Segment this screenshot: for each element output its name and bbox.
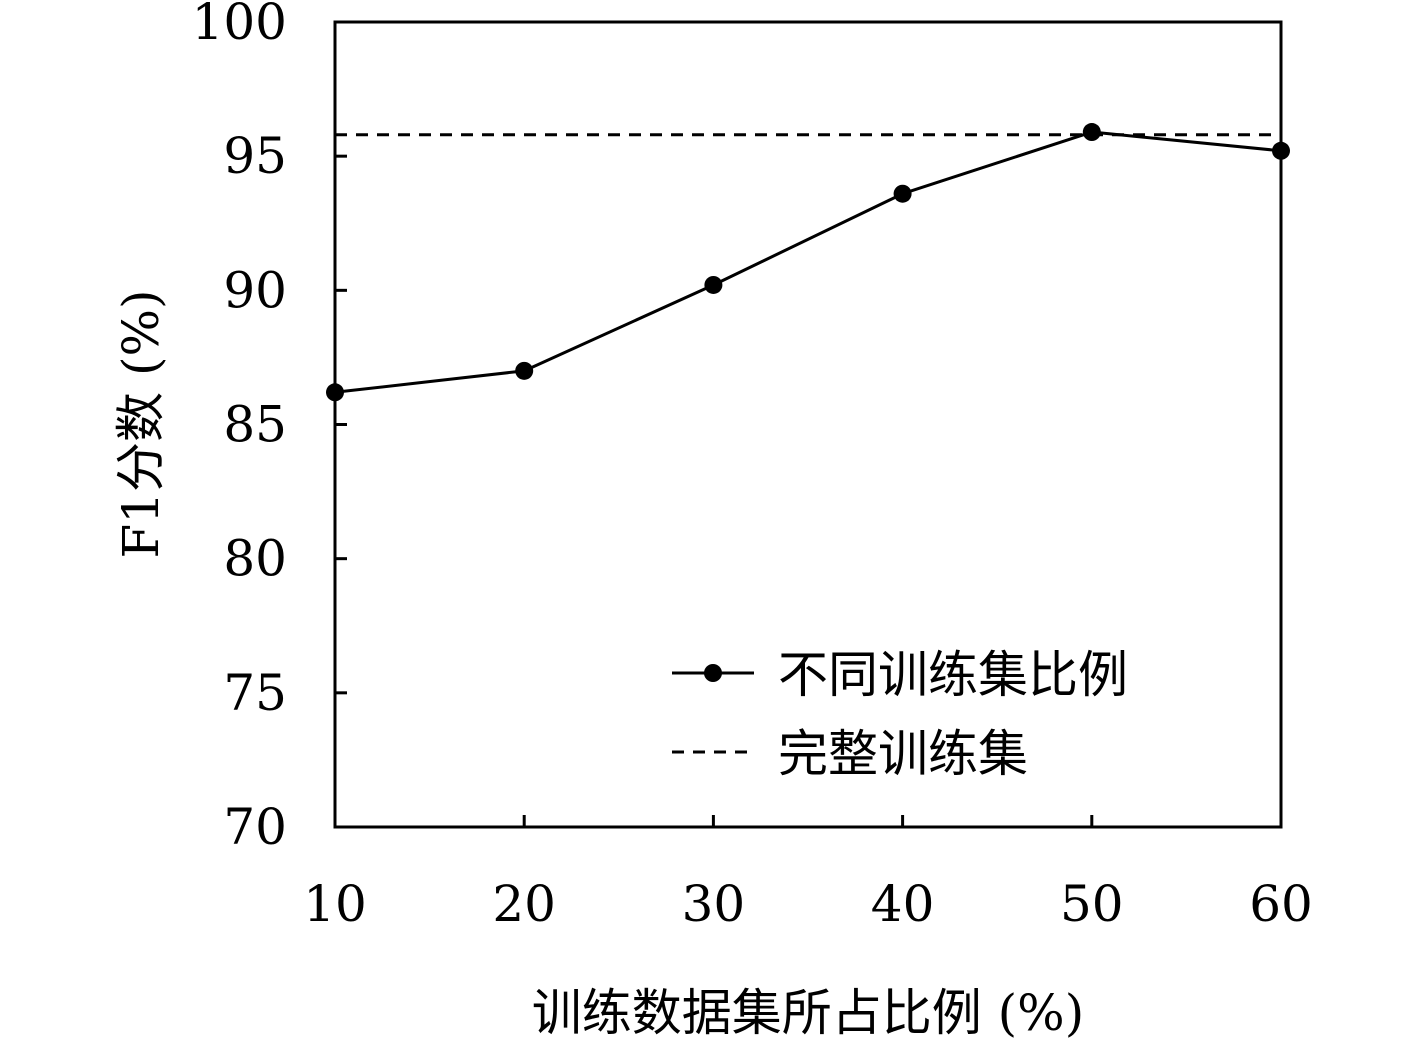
y-tick-label: 75	[223, 664, 287, 722]
x-tick-label: 20	[492, 875, 556, 933]
y-axis-ticks: 70 75 80 85 90 95 100	[192, 0, 347, 856]
data-point	[515, 361, 534, 380]
y-tick-label: 90	[223, 261, 287, 319]
data-point	[326, 383, 344, 402]
legend: 不同训练集比例 完整训练集	[672, 646, 1128, 783]
data-point	[1082, 123, 1101, 142]
plot-frame	[333, 20, 1283, 829]
y-tick-label: 80	[223, 530, 287, 588]
legend-label-series-2: 完整训练集	[778, 725, 1028, 783]
x-tick-label: 10	[303, 875, 367, 933]
legend-marker	[704, 664, 722, 682]
data-point	[893, 184, 912, 203]
data-point	[1272, 141, 1290, 160]
series-layer	[326, 123, 1290, 402]
y-tick-label: 70	[223, 798, 287, 856]
x-axis-ticks: 10 20 30 40 50 60	[303, 815, 1313, 933]
y-tick-label: 95	[223, 127, 287, 185]
x-axis-label: 训练数据集所占比例 (%)	[532, 984, 1084, 1042]
data-point	[704, 275, 723, 294]
x-tick-label: 30	[682, 875, 746, 933]
x-tick-label: 60	[1249, 875, 1313, 933]
x-tick-label: 50	[1060, 875, 1124, 933]
y-axis-label: F1分数 (%)	[112, 290, 170, 559]
x-tick-label: 40	[871, 875, 935, 933]
legend-label-series-1: 不同训练集比例	[778, 646, 1128, 704]
series-line-training-ratio	[334, 130, 1282, 394]
y-tick-label: 100	[192, 0, 287, 51]
y-tick-label: 85	[223, 396, 287, 454]
